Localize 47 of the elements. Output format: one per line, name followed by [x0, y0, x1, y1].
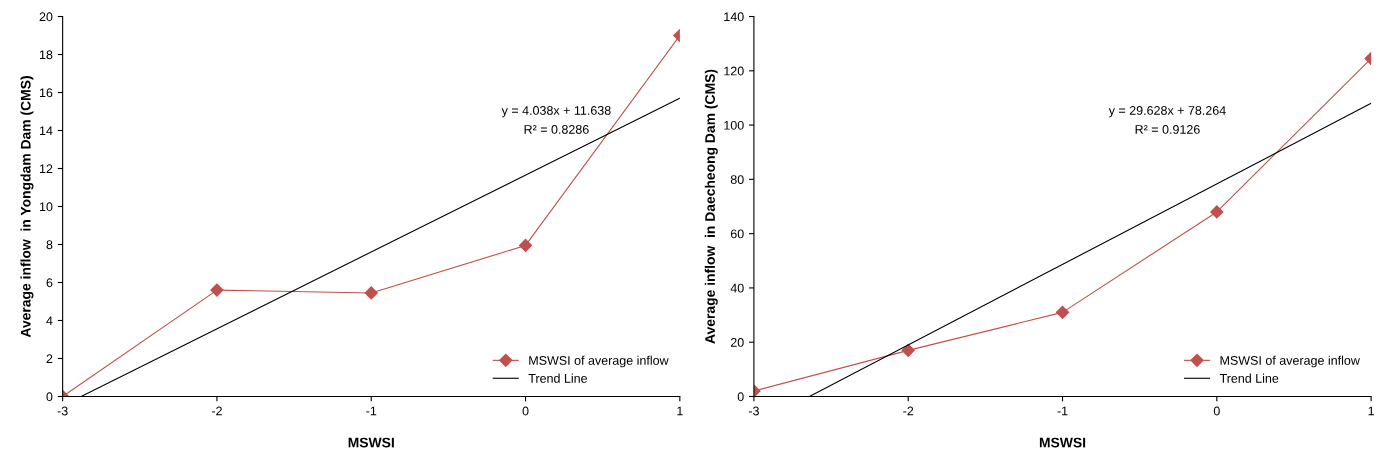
y-tick-label: 4: [46, 316, 53, 326]
annotation: R² = 0.8286: [524, 125, 589, 134]
x-tick-label: -1: [1057, 406, 1068, 416]
y-axis-title: Average inflow in Daecheong Dam (CMS): [704, 69, 718, 344]
y-tick-label: 140: [724, 12, 744, 22]
point: [210, 283, 224, 297]
annotation: y = 4.038x + 11.638: [501, 106, 611, 118]
y-tick-label: 0: [46, 392, 53, 402]
x-axis-title: MSWSI: [348, 437, 394, 448]
x-tick-label: -3: [748, 406, 759, 416]
x-tick-label: 1: [1368, 406, 1374, 416]
annotation: y = 29.628x + 78.264: [1108, 106, 1226, 118]
point: [518, 238, 533, 253]
y-tick-label: 20: [39, 12, 53, 22]
x-tick-label: -3: [57, 406, 68, 416]
legend-label: MSWSI of average inflow: [529, 355, 669, 368]
y-tick-label: 2: [46, 354, 53, 364]
legend-label: Trend Line: [528, 373, 588, 383]
y-tick-label: 120: [724, 66, 744, 76]
y-axis-title: Average inflow in Yongdam Dam (CMS): [20, 76, 34, 338]
y-tick-label: 14: [39, 126, 53, 136]
point: [901, 343, 915, 357]
x-tick-label: 0: [1213, 406, 1220, 416]
point: [1055, 305, 1070, 319]
y-tick-label: 12: [39, 164, 53, 174]
y-tick-label: 20: [730, 338, 744, 347]
x-tick-label: 0: [522, 406, 529, 416]
y-tick-label: 8: [46, 240, 53, 250]
point: [364, 286, 378, 300]
y-tick-label: 40: [730, 283, 744, 293]
y-tick-label: 6: [46, 278, 53, 288]
legend-label: MSWSI of average inflow: [1220, 355, 1360, 368]
x-tick-label: -2: [211, 406, 222, 416]
y-tick-label: 16: [39, 88, 53, 98]
x-tick-label: -1: [366, 406, 377, 416]
x-tick-label: 1: [677, 406, 683, 416]
y-tick-label: 18: [39, 50, 53, 60]
x-tick-label: -2: [903, 406, 914, 416]
legend-label: Trend Line: [1219, 373, 1279, 383]
y-tick-label: 0: [737, 392, 744, 402]
y-tick-label: 80: [730, 175, 744, 185]
annotation: R² = 0.9126: [1135, 125, 1200, 134]
y-tick-label: 100: [724, 120, 744, 130]
point: [1210, 205, 1224, 219]
y-tick-label: 60: [730, 229, 744, 239]
y-tick-label: 10: [39, 202, 53, 212]
x-axis-title: MSWSI: [1039, 437, 1086, 448]
